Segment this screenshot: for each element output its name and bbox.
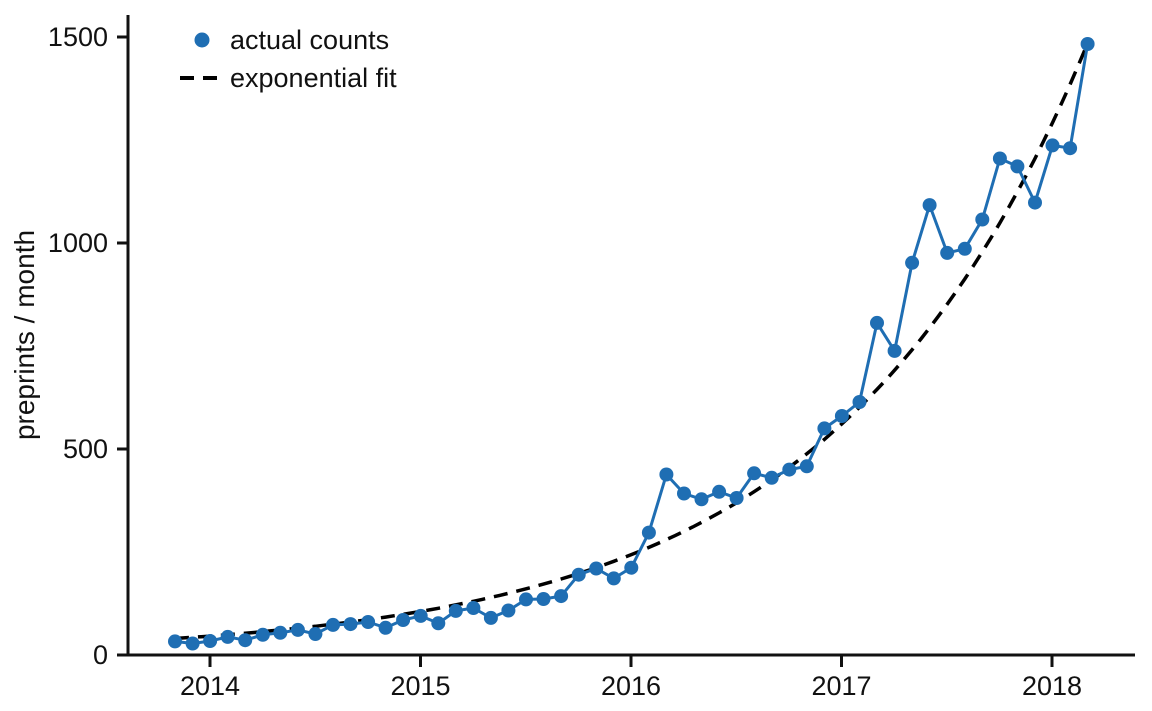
data-point: [571, 567, 586, 582]
data-point: [1010, 159, 1025, 174]
data-point: [641, 525, 656, 540]
data-point: [220, 629, 235, 644]
legend: actual counts exponential fit: [180, 25, 397, 93]
data-point: [1045, 138, 1060, 153]
data-point: [975, 212, 990, 227]
data-point: [554, 589, 569, 604]
data-point: [238, 633, 253, 648]
y-tick-label: 1000: [48, 228, 108, 258]
data-point: [1063, 141, 1078, 156]
data-point: [431, 616, 446, 631]
legend-label-exponential-fit: exponential fit: [230, 63, 397, 93]
data-point: [922, 198, 937, 213]
data-point: [519, 592, 533, 607]
x-tick-label: 2015: [390, 671, 450, 701]
data-point: [396, 613, 411, 627]
y-tick-label: 1500: [48, 22, 108, 52]
data-point: [536, 592, 551, 606]
data-point: [168, 634, 182, 649]
data-point: [185, 636, 200, 651]
legend-dot-icon: [194, 32, 210, 48]
data-point: [799, 459, 814, 474]
data-point: [957, 241, 972, 256]
data-point: [729, 491, 744, 505]
plot-area: [168, 37, 1095, 651]
exponential-fit-line: [174, 42, 1090, 641]
data-point: [255, 627, 270, 642]
data-point: [940, 245, 955, 260]
data-point: [870, 315, 884, 330]
x-tick-label: 2014: [180, 671, 240, 701]
data-point: [501, 603, 516, 618]
y-axis-ticks: 0 500 1000 1500: [48, 22, 128, 670]
data-point: [343, 617, 358, 632]
data-point: [624, 560, 639, 575]
data-point: [747, 466, 762, 481]
data-point: [203, 634, 218, 648]
y-tick-label: 0: [93, 640, 108, 670]
data-point: [308, 627, 323, 641]
data-point: [326, 617, 340, 632]
data-point: [1028, 195, 1042, 210]
y-tick-label: 500: [63, 434, 108, 464]
data-point: [606, 571, 621, 586]
data-point: [361, 615, 376, 629]
y-axis-title: preprints / month: [9, 230, 40, 440]
data-point: [1080, 37, 1095, 51]
data-point: [677, 486, 691, 501]
x-tick-label: 2017: [811, 671, 871, 701]
axes: 0 500 1000 1500 2014 2015 2016 2017 2018 prepri…: [9, 15, 1135, 701]
data-point: [659, 467, 674, 482]
data-point: [448, 603, 463, 618]
data-point: [413, 608, 428, 623]
data-point: [992, 151, 1007, 166]
data-point: [817, 421, 832, 436]
data-point: [887, 343, 902, 358]
data-point: [764, 470, 779, 485]
data-point: [290, 622, 305, 637]
data-point: [834, 409, 849, 423]
data-point: [483, 610, 498, 625]
actual-counts-markers: [168, 37, 1095, 651]
x-tick-label: 2018: [1022, 671, 1082, 701]
data-point: [782, 462, 797, 477]
legend-label-actual-counts: actual counts: [230, 25, 389, 55]
data-point: [589, 561, 604, 576]
x-tick-label: 2016: [601, 671, 661, 701]
data-point: [378, 620, 393, 635]
data-point: [694, 492, 709, 507]
data-point: [905, 255, 920, 270]
x-axis-ticks: 2014 2015 2016 2017 2018: [180, 655, 1082, 701]
data-point: [273, 625, 288, 640]
data-point: [466, 601, 481, 615]
data-point: [852, 395, 867, 409]
data-point: [712, 484, 727, 499]
